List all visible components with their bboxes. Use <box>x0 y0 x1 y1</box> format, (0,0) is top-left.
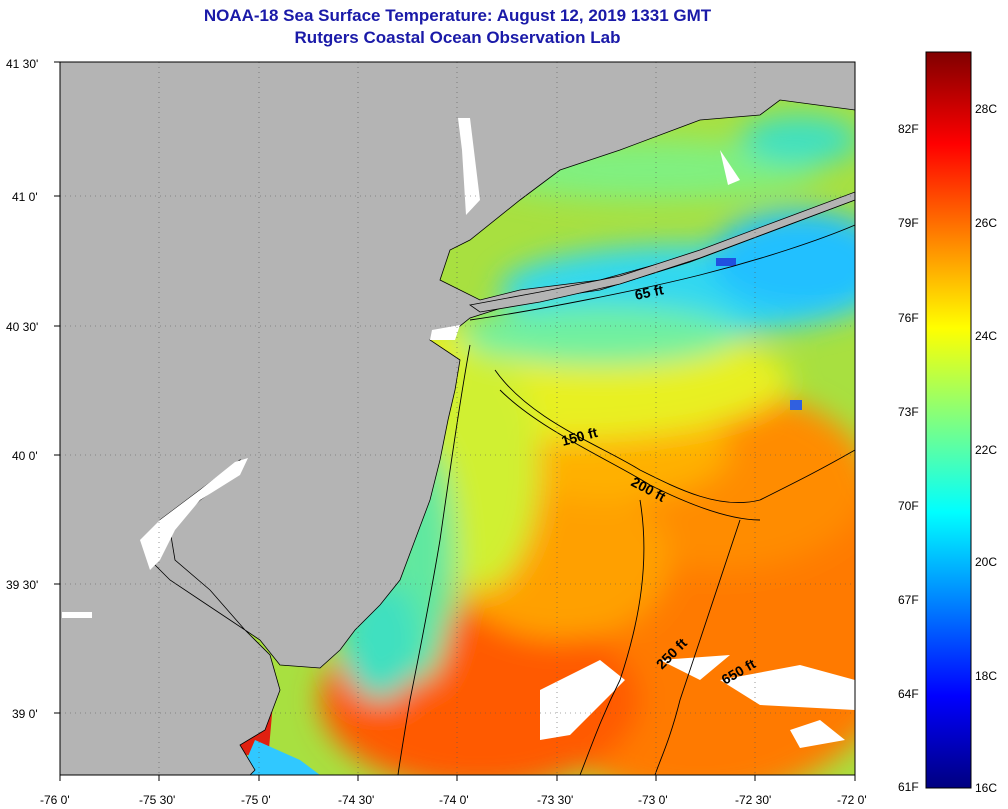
map-title: NOAA-18 Sea Surface Temperature: August … <box>203 6 712 25</box>
latitude-labels: 41 30' 41 0' 40 30' 40 0' 39 30' 39 0' <box>6 57 38 721</box>
colorbar-gradient <box>925 51 972 789</box>
long-island <box>468 191 855 313</box>
colorbar-label-f: 73F <box>898 405 919 419</box>
colorbar-label-c: 20C <box>975 555 997 569</box>
lon-label: -73 0' <box>638 793 668 807</box>
colorbar-label-f: 79F <box>898 216 919 230</box>
colorbar-label-c: 22C <box>975 443 997 457</box>
colorbar-label-f: 64F <box>898 687 919 701</box>
colorbar-label-f: 61F <box>898 780 919 794</box>
lon-label: -75 30' <box>139 793 175 807</box>
map-subtitle: Rutgers Coastal Ocean Observation Lab <box>294 28 621 47</box>
lon-label: -73 30' <box>537 793 573 807</box>
colorbar-label-c: 16C <box>975 781 997 795</box>
lon-label: -75 0' <box>241 793 271 807</box>
lat-label: 41 30' <box>6 57 38 71</box>
colorbar-label-f: 67F <box>898 593 919 607</box>
lat-label: 40 30' <box>6 320 38 334</box>
sst-ocean-field: 65 ft 150 ft 200 ft 250 ft 650 ft <box>60 62 855 775</box>
colorbar-label-f: 70F <box>898 499 919 513</box>
lat-label: 39 0' <box>12 707 38 721</box>
lat-label: 41 0' <box>12 190 38 204</box>
lon-label: -76 0' <box>40 793 70 807</box>
colorbar-label-c: 26C <box>975 216 997 230</box>
lat-label: 39 30' <box>6 578 38 592</box>
colorbar-label-f: 82F <box>898 122 919 136</box>
land-mass <box>60 62 855 775</box>
colorbar-label-c: 24C <box>975 329 997 343</box>
cloud-mask <box>62 118 855 748</box>
bathymetry-contours <box>397 224 855 775</box>
colorbar-label-f: 76F <box>898 311 919 325</box>
axis-ticks <box>54 61 856 781</box>
lat-label: 40 0' <box>12 449 38 463</box>
colorbar-label-c: 18C <box>975 669 997 683</box>
longitude-labels: -76 0' -75 30' -75 0' -74 30' -74 0' -73… <box>40 793 867 807</box>
contour-label-65ft: 65 ft <box>633 281 665 303</box>
lon-label: -72 0' <box>837 793 867 807</box>
lon-label: -74 0' <box>439 793 469 807</box>
lon-label: -74 30' <box>338 793 374 807</box>
temperature-colorbar: 82F 79F 76F 73F 70F 67F 64F 61F 28C 26C … <box>898 51 997 795</box>
colorbar-label-c: 28C <box>975 102 997 116</box>
lon-label: -72 30' <box>735 793 771 807</box>
